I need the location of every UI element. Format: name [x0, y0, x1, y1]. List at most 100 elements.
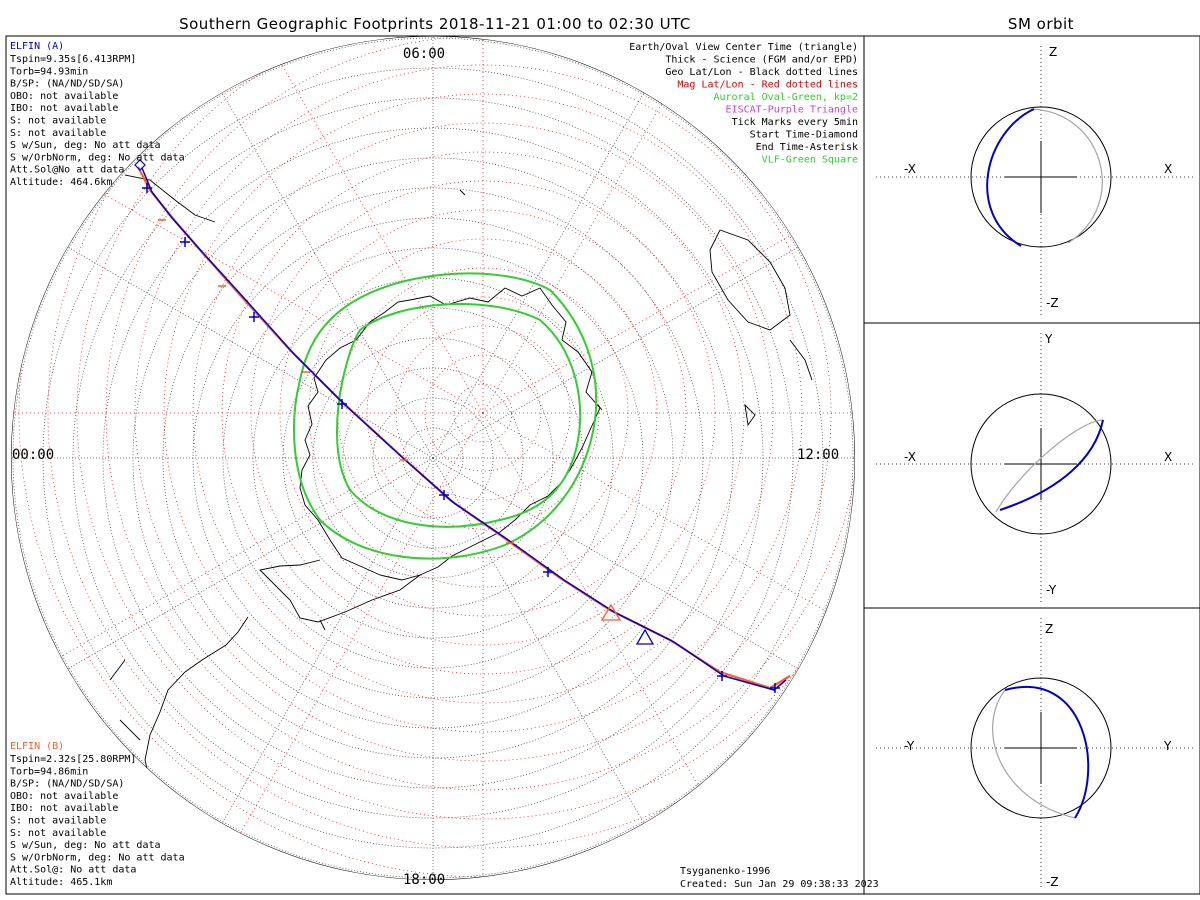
orbit-panel-xz: Z -Z -X X	[876, 45, 1195, 318]
hour-label-right: 12:00	[797, 447, 839, 463]
legend-item: Mag Lat/Lon - Red dotted lines	[677, 80, 858, 91]
created-label: Created: Sun Jan 29 09:38:33 2023	[680, 879, 879, 890]
tick-mark-a	[717, 671, 727, 681]
legend-item: Start Time-Diamond	[750, 130, 858, 141]
hour-label-bottom: 18:00	[403, 872, 445, 888]
map-grid	[11, 36, 855, 880]
mag-lat-circle	[163, 93, 803, 733]
yz-label-right: Y	[1163, 739, 1172, 753]
geo-lon-line	[217, 85, 434, 459]
xz-label-bottom: -Z	[1046, 296, 1059, 310]
geo-lon-line	[60, 242, 434, 459]
orbit-panel-xy: Y -Y -X X	[876, 332, 1195, 604]
mag-lon-line	[32, 412, 484, 674]
legend-item: Earth/Oval View Center Time (triangle)	[629, 42, 858, 53]
elfin-b-info-line: S w/OrbNorm, deg: No att data	[10, 852, 185, 863]
xy-label-top: Y	[1044, 332, 1053, 346]
elfin-b-info-line: Torb=94.86min	[10, 766, 88, 777]
elfin-b-info-line: B/SP: (NA/ND/SD/SA)	[10, 779, 124, 790]
footprint-tracks	[134, 159, 791, 693]
mag-lon-line	[482, 412, 855, 674]
xy-label-right: X	[1164, 450, 1172, 464]
model-label: Tsyganenko-1996	[680, 866, 770, 877]
tick-mark-a	[439, 490, 449, 500]
elfin-a-info-line: S: not available	[10, 128, 106, 139]
mag-lon-line	[222, 36, 484, 414]
yz-orbit-blue	[1004, 686, 1090, 819]
elfin-b-title: ELFIN (B)	[10, 741, 64, 752]
islands	[319, 189, 756, 631]
elfin-b-info-line: S: not available	[10, 828, 106, 839]
mag-lat-circle	[279, 209, 687, 617]
mag-lon-line	[222, 412, 484, 864]
geo-lon-line	[432, 457, 649, 831]
auroral-oval-inner	[336, 303, 582, 528]
mag-lat-circle	[395, 325, 571, 501]
xz-label-top: Z	[1049, 45, 1057, 59]
xy-label-left: -X	[904, 450, 916, 464]
elfin-a-info-line: Att.Sol@No att data	[10, 165, 124, 176]
auroral-oval	[293, 272, 598, 560]
xy-orbit-blue	[999, 419, 1104, 511]
tick-mark-a	[770, 683, 780, 693]
elfin-a-info-line: IBO: not available	[10, 103, 118, 114]
geo-lon-line	[432, 85, 649, 459]
legend-item: Tick Marks every 5min	[732, 117, 858, 128]
mag-lat-circle	[424, 354, 542, 472]
elfin-b-info-line: S: not available	[10, 816, 106, 827]
tick-mark-a	[337, 399, 347, 409]
legend-item: Auroral Oval-Green, kp=2	[714, 92, 859, 103]
elfin-b-info-line: OBO: not available	[10, 791, 118, 802]
legend-item: Geo Lat/Lon - Black dotted lines	[665, 67, 858, 78]
orbit-title: SM orbit	[1008, 15, 1074, 33]
elfin-a-info-line: Torb=94.93min	[10, 66, 88, 77]
elfin-b-info-line: Altitude: 465.1km	[10, 877, 112, 888]
elfin-b-info-line: IBO: not available	[10, 803, 118, 814]
elfin-a-info-line: Altitude: 464.6km	[10, 177, 112, 188]
south-america-coast	[109, 616, 249, 851]
geo-lon-line	[432, 242, 806, 459]
xy-earth	[970, 393, 1112, 535]
peninsula-coast	[259, 559, 421, 623]
legend-item: Thick - Science (FGM and/or EPD)	[665, 55, 858, 66]
elfin-b-info-line: Att.Sol@: No att data	[10, 865, 136, 876]
auroral-oval-outer	[293, 272, 598, 560]
xz-label-left: -X	[904, 162, 916, 176]
xz-label-right: X	[1164, 162, 1172, 176]
xy-orbit-gray	[995, 419, 1104, 513]
track-elfin-b	[137, 166, 791, 690]
elfin-a-info: ELFIN (A) Tspin=9.35s[6.413RPM]Torb=94.9…	[10, 41, 185, 188]
elfin-b-info-line: S w/Sun, deg: No att data	[10, 840, 161, 851]
start-diamond	[134, 159, 146, 171]
tick-mark-a	[249, 312, 259, 322]
elfin-a-info-line: OBO: not available	[10, 91, 118, 102]
view-center-triangle-a	[635, 628, 655, 645]
geo-lon-line	[217, 457, 434, 831]
elfin-b-info: ELFIN (B) Tspin=2.32s[25.80RPM]Torb=94.8…	[10, 741, 185, 888]
legend-item: VLF-Green Square	[762, 155, 858, 166]
elfin-a-title: ELFIN (A)	[10, 41, 64, 52]
orbit-panel-yz: Z -Z -Y Y	[876, 618, 1195, 890]
mag-lat-circle	[192, 122, 774, 704]
geo-lon-line	[60, 457, 434, 674]
tick-mark-a	[180, 237, 190, 247]
hour-label-left: 00:00	[12, 447, 54, 463]
antarctica-coast	[299, 287, 601, 581]
view-center-triangle-b	[600, 603, 622, 621]
elfin-a-info-line: S w/OrbNorm, deg: No att data	[10, 152, 185, 163]
geo-lon-line	[432, 457, 806, 674]
xy-label-bottom: -Y	[1046, 583, 1057, 597]
legend: Earth/Oval View Center Time (triangle) Th…	[629, 42, 858, 166]
africa-coast	[709, 229, 813, 381]
main-title: Southern Geographic Footprints 2018-11-2…	[179, 15, 691, 33]
elfin-a-info-line: B/SP: (NA/ND/SD/SA)	[10, 79, 124, 90]
mag-lon-line	[482, 152, 855, 414]
xz-earth	[970, 106, 1112, 248]
yz-orbit-gray	[991, 689, 1076, 819]
orbit-frame	[863, 35, 1200, 895]
elfin-a-info-line: Tspin=9.35s[6.413RPM]	[10, 54, 136, 65]
elfin-b-info-line: Tspin=2.32s[25.80RPM]	[10, 754, 136, 765]
tick-mark-a	[543, 567, 553, 577]
tick-mark-a	[142, 183, 152, 193]
